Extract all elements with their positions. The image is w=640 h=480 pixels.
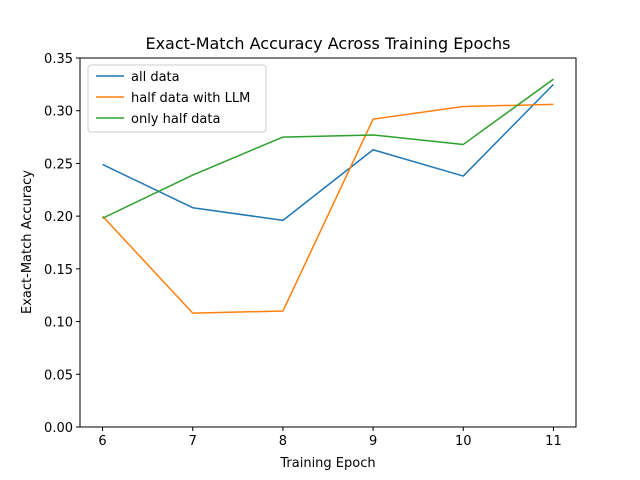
plot-lines (101, 78, 554, 314)
x-tick-label: 8 (279, 434, 287, 449)
y-tick-label: 0.05 (44, 368, 73, 383)
x-tick-label: 6 (98, 434, 106, 449)
y-tick-label: 0.30 (44, 105, 73, 120)
series-line-1 (102, 83, 554, 222)
y-tick-label: 0.20 (44, 210, 73, 225)
series-line-2 (101, 103, 554, 314)
chart-title: Exact-Match Accuracy Across Training Epo… (145, 34, 510, 53)
y-tick-label: 0.35 (44, 52, 73, 67)
x-axis: 6 7 8 9 10 11 (98, 427, 562, 449)
x-tick-label: 9 (369, 434, 377, 449)
x-tick-label: 7 (189, 434, 197, 449)
y-axis-label: Exact-Match Accuracy (20, 170, 35, 314)
legend-label-2: half data with LLM (131, 91, 250, 106)
legend-label-1: all data (131, 70, 180, 85)
plot-frame (79, 57, 577, 428)
y-tick-label: 0.25 (44, 157, 73, 172)
y-tick-label: 0.15 (44, 263, 73, 278)
y-tick-label: 0.10 (44, 316, 73, 331)
y-tick-label: 0.00 (44, 421, 73, 436)
legend-label-3: only half data (131, 112, 220, 127)
legend-box (87, 64, 267, 133)
legend: all data half data with LLM only half data (87, 64, 267, 133)
x-tick-label: 11 (545, 434, 562, 449)
x-axis-label: Training Epoch (279, 456, 375, 471)
y-axis: 0.00 0.05 0.10 0.15 0.20 0.25 0.30 0.35 (44, 52, 80, 436)
series-line-3 (102, 78, 554, 219)
x-tick-label: 10 (455, 434, 472, 449)
